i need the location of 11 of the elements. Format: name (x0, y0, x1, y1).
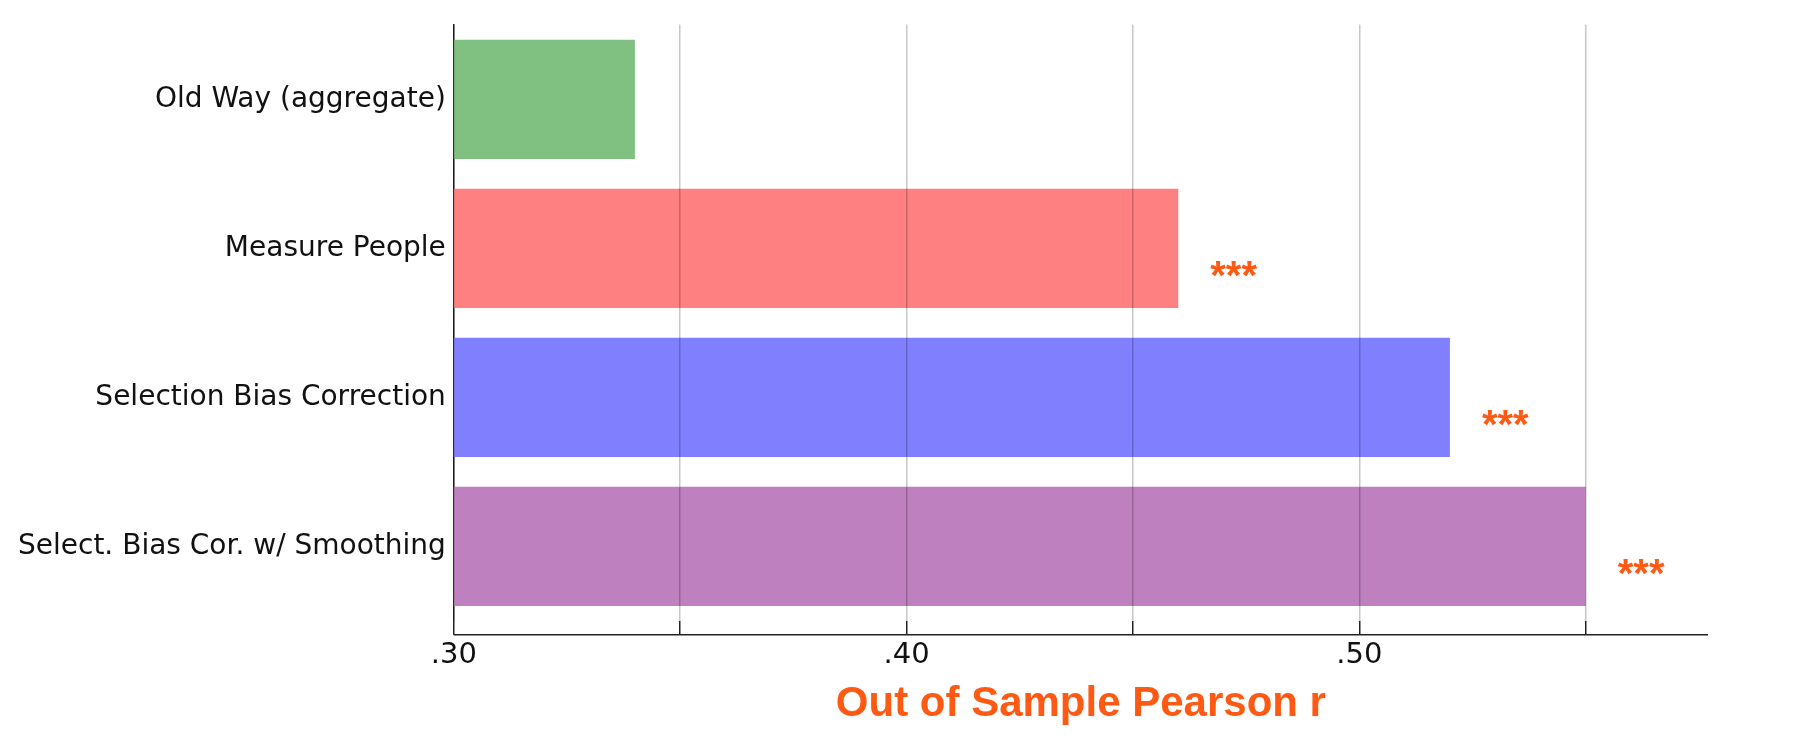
x-axis-title: Out of Sample Pearson r (835, 678, 1326, 726)
y-tick-label: Measure People (224, 229, 446, 263)
y-tick-label: Selection Bias Correction (95, 378, 446, 412)
annotation: *** (1617, 551, 1665, 596)
annotation: *** (1481, 402, 1530, 447)
x-tick-label: .30 (430, 635, 477, 670)
annotation: *** (1210, 253, 1258, 298)
x-tick-label: .50 (1336, 635, 1383, 670)
y-tick-label: Old Way (aggregate) (154, 80, 446, 114)
y-tick-label: Select. Bias Cor. w/ Smoothing (17, 527, 446, 561)
x-tick-label: .40 (883, 635, 930, 670)
